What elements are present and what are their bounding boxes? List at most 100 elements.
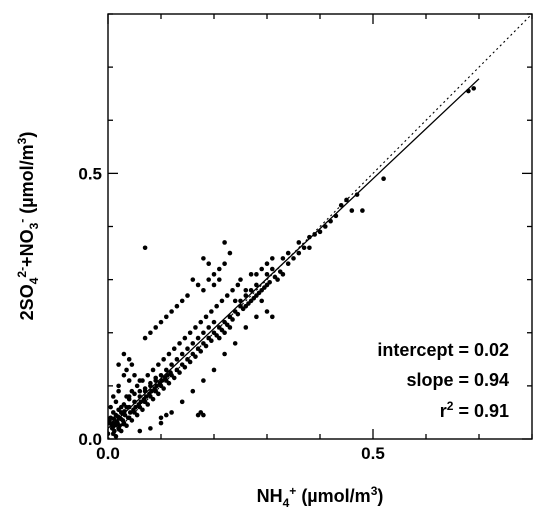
data-point: [224, 293, 230, 298]
data-point: [148, 426, 153, 431]
data-point: [126, 378, 132, 383]
intercept-annotation: intercept = 0.02: [377, 340, 509, 360]
data-point: [124, 404, 129, 410]
data-point: [118, 416, 124, 422]
data-point: [203, 343, 209, 349]
data-point: [108, 404, 113, 410]
data-point: [206, 261, 211, 266]
data-point: [307, 245, 312, 251]
data-point: [149, 388, 154, 394]
x-tick-label: 0.5: [361, 444, 385, 463]
data-point: [116, 383, 121, 389]
data-point: [222, 240, 227, 245]
data-point: [137, 428, 143, 434]
data-point: [116, 427, 122, 432]
data-point: [179, 399, 185, 405]
data-point: [466, 88, 471, 94]
data-point: [134, 412, 140, 418]
data-point: [217, 266, 222, 272]
data-point: [190, 277, 196, 282]
data-point: [227, 250, 233, 256]
data-point: [116, 388, 121, 394]
data-point: [177, 370, 182, 375]
data-point: [165, 372, 170, 378]
data-point: [164, 412, 169, 418]
data-point: [174, 357, 180, 362]
data-point: [161, 386, 166, 391]
data-point: [142, 335, 148, 341]
data-point: [126, 396, 132, 402]
x-axis-label: NH4+ (µmol/m3): [257, 484, 384, 508]
data-point: [174, 303, 180, 309]
data-point: [137, 394, 143, 399]
data-point: [142, 386, 148, 391]
data-point: [277, 269, 283, 274]
data-point: [270, 256, 275, 261]
data-point: [198, 319, 204, 325]
data-point: [132, 372, 137, 378]
data-point: [323, 224, 328, 229]
data-point: [126, 357, 132, 362]
data-point: [235, 311, 241, 317]
data-point: [142, 245, 148, 251]
data-point: [145, 372, 151, 378]
data-point: [185, 346, 190, 351]
data-point: [124, 367, 129, 373]
data-point: [219, 327, 225, 333]
data-point: [187, 359, 193, 365]
data-point: [132, 399, 137, 405]
data-point: [354, 192, 360, 197]
data-point: [153, 375, 158, 381]
data-point: [232, 341, 238, 346]
data-point: [224, 322, 230, 328]
data-point: [111, 394, 116, 399]
data-point: [116, 362, 121, 367]
data-point: [169, 410, 174, 415]
data-point: [138, 399, 144, 405]
data-point: [158, 319, 164, 325]
data-point: [243, 293, 249, 298]
data-point: [195, 282, 201, 288]
data-point: [169, 309, 174, 314]
data-point: [248, 287, 254, 293]
data-point: [307, 234, 312, 240]
data-point: [161, 357, 166, 362]
data-point: [158, 420, 164, 426]
data-point: [166, 351, 172, 357]
data-point: [190, 388, 196, 394]
data-point: [206, 277, 211, 282]
data-point: [158, 372, 164, 378]
data-point: [113, 399, 119, 405]
data-point: [134, 383, 140, 389]
data-point: [256, 290, 262, 296]
data-point: [201, 378, 206, 383]
data-point: [264, 309, 270, 314]
data-point: [164, 367, 169, 373]
data-point: [190, 341, 196, 346]
data-point: [254, 272, 259, 277]
data-point: [182, 335, 188, 341]
data-point: [203, 314, 209, 320]
data-point: [145, 402, 151, 407]
data-point: [209, 338, 214, 344]
data-point: [179, 298, 185, 304]
data-point: [132, 391, 137, 397]
data-point: [153, 325, 158, 330]
data-point: [171, 375, 177, 381]
data-point: [317, 229, 323, 235]
data-point: [285, 261, 291, 266]
data-point: [243, 325, 249, 330]
data-point: [240, 306, 246, 312]
data-point: [169, 362, 174, 367]
data-point: [156, 391, 161, 397]
data-point: [148, 380, 153, 386]
data-point: [127, 410, 133, 415]
data-point: [113, 422, 118, 428]
data-point: [112, 428, 117, 434]
data-point: [471, 86, 477, 91]
data-point: [246, 301, 251, 306]
data-point: [143, 394, 149, 399]
data-point: [193, 325, 198, 330]
data-point: [159, 378, 165, 383]
